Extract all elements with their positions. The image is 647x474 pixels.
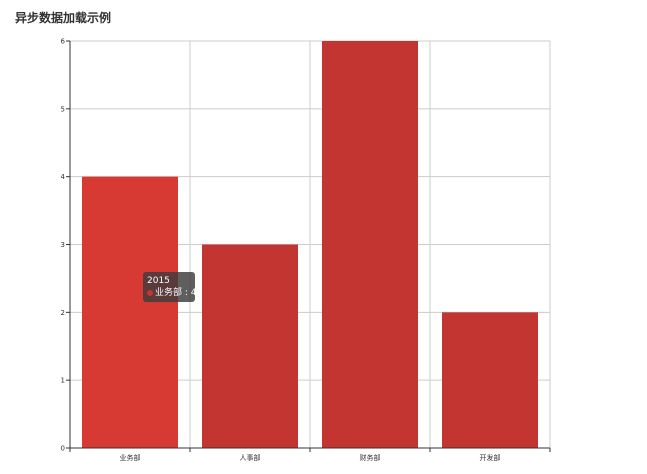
tooltip-row: 业务部 : 4 [147,287,196,299]
x-tick-label: 开发部 [480,453,501,462]
chart-tooltip: 2015 业务部 : 4 [143,272,196,302]
x-tick-label: 人事部 [240,453,261,462]
x-tick-label: 财务部 [360,453,381,462]
y-tick-label: 0 [61,445,65,453]
tooltip-series-dot [147,289,153,296]
tooltip-title: 2015 [147,276,170,286]
grid-lines [70,40,551,448]
page-title: 异步数据加载示例 [15,11,112,25]
bars [82,41,538,448]
y-tick-label: 3 [61,241,65,249]
y-tick-label: 4 [61,173,66,181]
x-tick-labels: 业务部 人事部 财务部 开发部 [120,453,501,462]
y-tick-label: 2 [61,309,65,317]
y-tick-label: 1 [61,377,65,385]
y-tick-labels: 0 1 2 3 4 5 6 [61,38,66,453]
bar [82,176,178,448]
bar [322,41,418,448]
x-tick-label: 业务部 [120,453,141,462]
bar [202,244,298,448]
y-tick-label: 6 [61,38,66,46]
y-tick-label: 5 [61,105,65,113]
bar [442,312,538,448]
axes [66,40,551,452]
tooltip-text: 业务部 : 4 [155,288,197,298]
